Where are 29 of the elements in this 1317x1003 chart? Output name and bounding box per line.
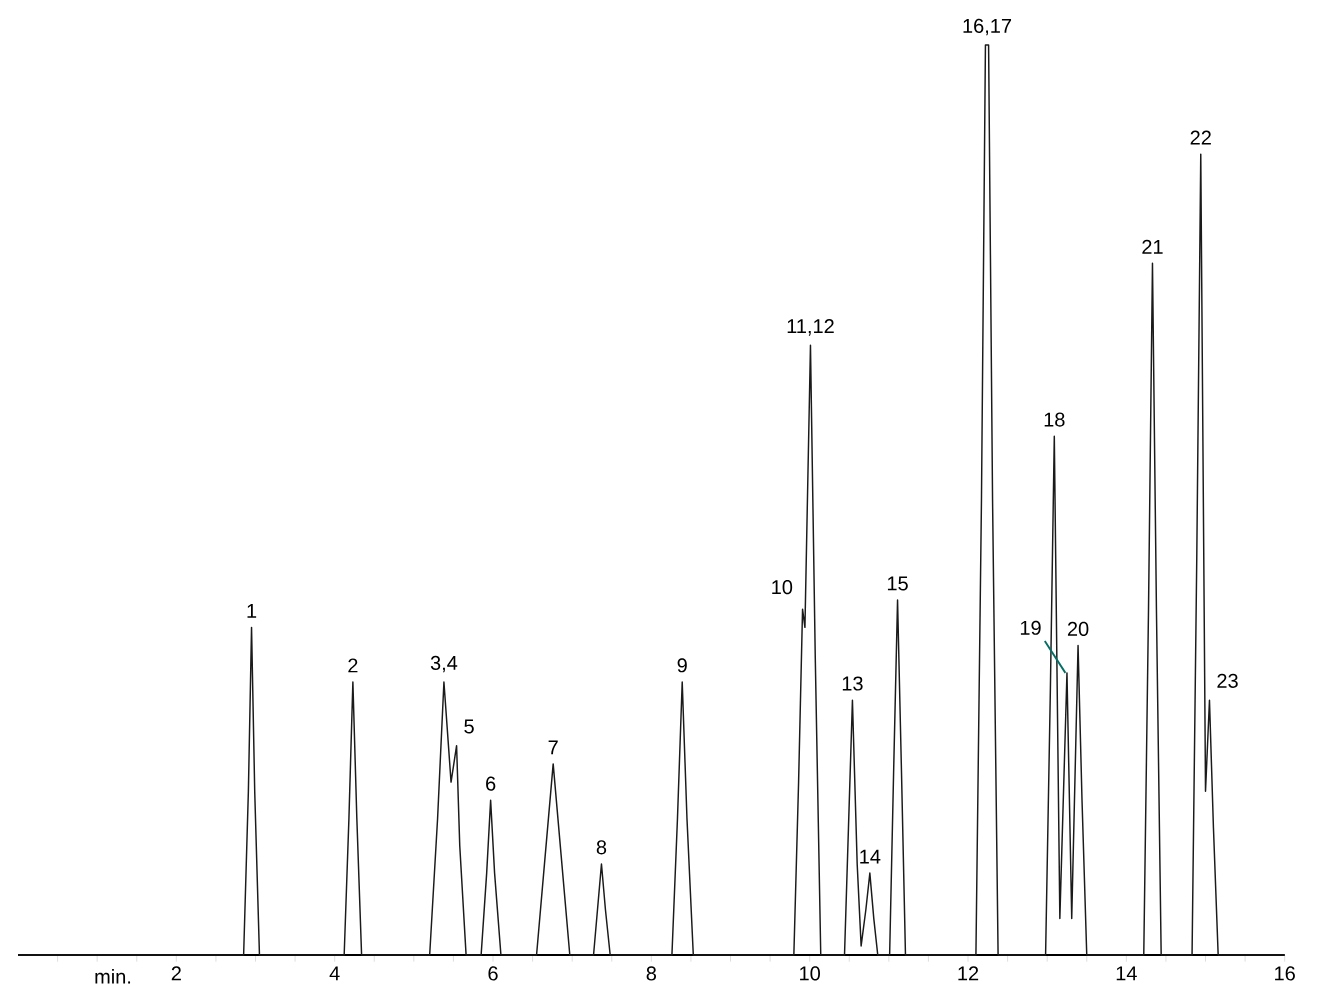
annotation: 19 <box>1020 620 1041 635</box>
x-axis-title: min. <box>95 969 131 984</box>
annotation: 11,12 <box>787 319 834 336</box>
x-tick-label: 10 <box>800 966 820 981</box>
x-tick-label: 8 <box>646 966 657 981</box>
annotation: 2 <box>348 658 358 673</box>
x-tick-label: 4 <box>329 966 340 981</box>
annotation: 1 <box>247 604 257 618</box>
annotation: 3,4 <box>430 655 458 673</box>
annotation: 10 <box>772 580 793 595</box>
annotation: 21 <box>1142 239 1163 254</box>
annotation: 14 <box>860 849 881 864</box>
annotation: 16,17 <box>963 18 1012 36</box>
x-tick-label: 16 <box>1275 966 1295 981</box>
annotation: 22 <box>1190 130 1211 145</box>
annotation: 23 <box>1217 673 1238 688</box>
annotation: 15 <box>887 576 908 591</box>
annotation: 13 <box>842 676 863 691</box>
x-tick-label: 12 <box>958 966 979 981</box>
x-tick-label: 14 <box>1116 966 1137 981</box>
annotation: 8 <box>596 840 607 855</box>
x-tick-label: 6 <box>488 966 498 981</box>
annotation: 6 <box>486 776 496 791</box>
annotation: 9 <box>677 658 687 673</box>
annotation: 5 <box>464 719 474 734</box>
annotation: 18 <box>1044 412 1065 427</box>
annotation: 20 <box>1067 621 1089 636</box>
annotation: 7 <box>548 740 558 755</box>
x-tick-label: 2 <box>171 966 181 981</box>
